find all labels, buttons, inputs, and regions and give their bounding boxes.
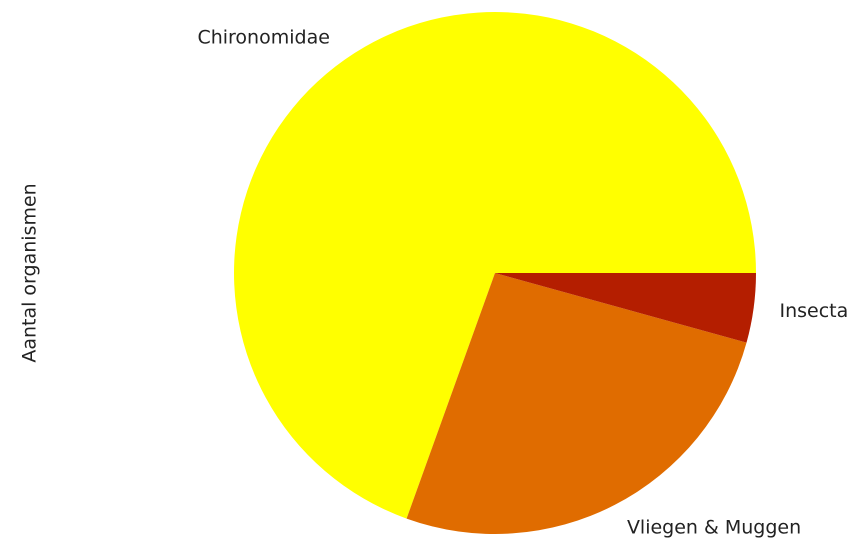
slice-label: Vliegen & Muggen — [627, 516, 801, 538]
slice-label: Chironomidae — [197, 27, 329, 49]
y-axis-label: Aantal organismen — [19, 183, 41, 362]
pie-slice — [495, 273, 756, 343]
pie-slice — [233, 11, 756, 519]
pie-slice — [406, 273, 747, 534]
slice-label: Insecta — [779, 300, 848, 322]
